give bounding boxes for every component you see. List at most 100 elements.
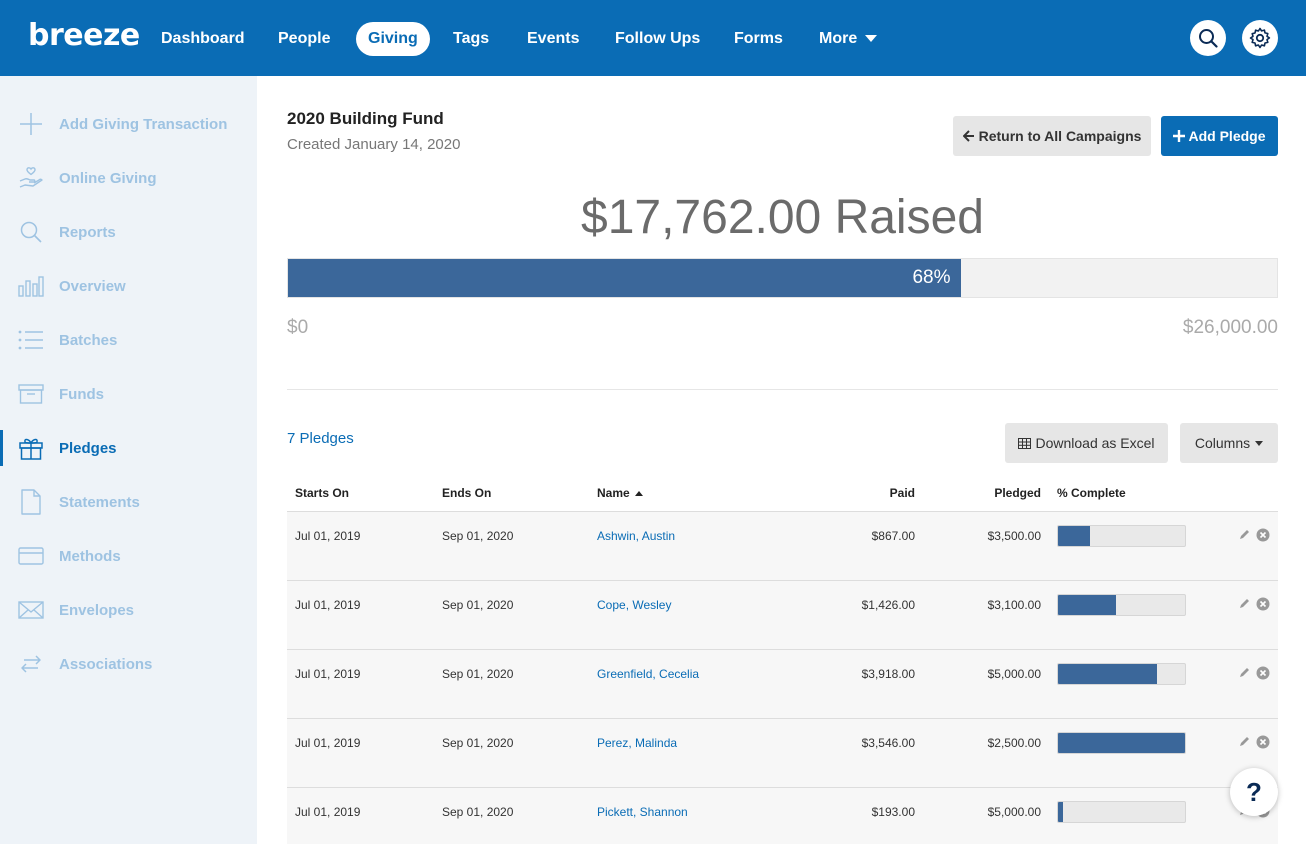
cell-name-link[interactable]: Cope, Wesley [597,598,672,612]
breeze-logo[interactable]: breeze [28,18,140,53]
sidebar-item-label: Envelopes [59,601,135,619]
nav-item-giving[interactable]: Giving [356,22,430,56]
cell-starts-on: Jul 01, 2019 [295,805,361,819]
search-button[interactable] [1190,20,1226,56]
sidebar-item-funds[interactable]: Funds [0,374,257,414]
sidebar-item-label: Reports [59,223,116,241]
sidebar-item-label: Associations [59,655,153,673]
settings-button[interactable] [1242,20,1278,56]
amount-raised: $17,762.00 Raised [581,191,984,244]
remove-circle-icon[interactable] [1256,528,1270,542]
download-excel-button[interactable]: Download as Excel [1005,423,1168,463]
pencil-icon[interactable] [1238,667,1250,679]
column-header-name-label: Name [597,486,630,500]
completion-bar-fill [1058,802,1064,822]
return-to-campaigns-button[interactable]: Return to All Campaigns [953,116,1151,156]
sidebar-item-reports[interactable]: Reports [0,212,257,252]
cell-name-link[interactable]: Greenfield, Cecelia [597,667,700,681]
plus-icon [18,111,44,137]
sort-ascending-icon [635,491,644,497]
envelope-icon [18,597,44,623]
nav-item-follow-ups[interactable]: Follow Ups [615,30,701,47]
table-row: Jul 01, 2019 Sep 01, 2020 Pickett, Shann… [287,788,1278,844]
list-icon [18,327,44,353]
progress-goal-label: $26,000.00 [1182,317,1278,338]
completion-bar [1057,801,1186,823]
column-header-name[interactable]: Name [597,486,644,500]
sidebar-item-online-giving[interactable]: Online Giving [0,158,257,198]
sidebar-item-associations[interactable]: Associations [0,644,257,684]
sidebar-item-overview[interactable]: Overview [0,266,257,306]
sidebar-item-methods[interactable]: Methods [0,536,257,576]
sidebar-item-add-giving-transaction[interactable]: Add Giving Transaction [0,104,257,144]
cell-ends-on: Sep 01, 2020 [442,598,514,612]
cell-name-link[interactable]: Perez, Malinda [597,736,678,750]
page-title: 2020 Building Fund [287,109,444,128]
row-actions [1238,666,1270,680]
nav-item-people[interactable]: People [278,30,331,47]
cell-paid: $3,918.00 [861,667,915,681]
completion-bar [1057,663,1186,685]
credit-card-icon [18,543,44,569]
column-header-pledged[interactable]: Pledged [994,486,1041,500]
add-pledge-label: Add Pledge [1188,128,1266,144]
document-icon [18,489,44,515]
sidebar-item-pledges[interactable]: Pledges [0,428,257,468]
nav-item-tags[interactable]: Tags [453,30,490,47]
cell-pledged: $2,500.00 [987,736,1041,750]
remove-circle-icon[interactable] [1256,666,1270,680]
table-row: Jul 01, 2019 Sep 01, 2020 Perez, Malinda… [287,719,1278,788]
table-header-divider [287,511,1278,512]
table-icon [1018,437,1032,449]
sidebar-item-statements[interactable]: Statements [0,482,257,522]
cell-pledged: $5,000.00 [987,805,1041,819]
column-header-paid[interactable]: Paid [889,486,915,500]
cell-pledged: $5,000.00 [987,667,1041,681]
cell-paid: $1,426.00 [861,598,915,612]
plus-icon [1173,130,1186,142]
sidebar-item-label: Statements [59,493,140,511]
pencil-icon[interactable] [1238,598,1250,610]
completion-bar-fill [1058,526,1090,546]
nav-item-dashboard[interactable]: Dashboard [161,30,245,47]
nav-item-more[interactable]: More [807,22,889,56]
sidebar: Add Giving Transaction Online Giving Rep… [0,76,257,844]
column-header-starts-on[interactable]: Starts On [295,486,350,500]
table-row: Jul 01, 2019 Sep 01, 2020 Cope, Wesley $… [287,581,1278,650]
add-pledge-button[interactable]: Add Pledge [1161,116,1278,156]
hand-heart-icon [18,165,44,191]
cell-pledged: $3,500.00 [987,529,1041,543]
column-header-complete[interactable]: % Complete [1057,486,1126,500]
remove-circle-icon[interactable] [1256,735,1270,749]
sidebar-item-batches[interactable]: Batches [0,320,257,360]
cell-ends-on: Sep 01, 2020 [442,529,514,543]
sidebar-item-label: Overview [59,277,126,295]
remove-circle-icon[interactable] [1256,597,1270,611]
chevron-down-icon [865,35,878,43]
completion-bar-fill [1058,733,1185,753]
cell-name-link[interactable]: Pickett, Shannon [597,805,688,819]
arrow-left-icon [962,130,974,142]
return-button-label: Return to All Campaigns [978,128,1142,144]
nav-item-forms[interactable]: Forms [734,30,783,47]
cell-ends-on: Sep 01, 2020 [442,805,514,819]
cell-starts-on: Jul 01, 2019 [295,529,361,543]
nav-item-more-label: More [819,30,858,47]
columns-dropdown[interactable]: Columns [1180,423,1278,463]
sidebar-item-envelopes[interactable]: Envelopes [0,590,257,630]
help-button[interactable]: ? [1230,768,1278,816]
bar-chart-icon [18,273,44,299]
cell-name-link[interactable]: Ashwin, Austin [597,529,676,543]
nav-item-events[interactable]: Events [527,30,580,47]
pencil-icon[interactable] [1238,529,1250,541]
column-header-ends-on[interactable]: Ends On [442,486,492,500]
row-actions [1238,735,1270,749]
sidebar-item-label: Batches [59,331,118,349]
gift-icon [18,435,44,461]
search-icon [1199,29,1218,48]
cell-starts-on: Jul 01, 2019 [295,736,361,750]
sidebar-item-label: Add Giving Transaction [59,115,228,133]
pledge-count: 7 Pledges [287,430,354,447]
progress-min-label: $0 [287,317,309,338]
pencil-icon[interactable] [1238,736,1250,748]
